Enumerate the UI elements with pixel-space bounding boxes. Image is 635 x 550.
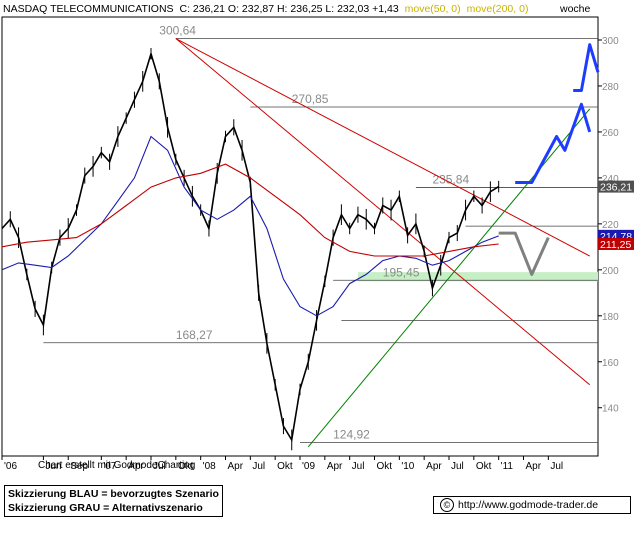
x-tick-label-16: Apr — [426, 461, 442, 472]
x-tick-label-0: '06 — [4, 461, 17, 472]
x-tick-label-3: '07 — [103, 461, 116, 472]
source-url[interactable]: http://www.godmode-trader.de — [458, 499, 599, 511]
x-tick-label-4: Apr — [128, 461, 144, 472]
x-tick-label-18: Okt — [476, 461, 492, 472]
scenario-blau2 — [573, 43, 600, 92]
x-tick-label-7: '08 — [203, 461, 216, 472]
level-label-7: 124,92 — [333, 427, 370, 441]
x-tick-label-15: '10 — [401, 461, 414, 472]
x-tick-label-14: Okt — [377, 461, 393, 472]
series-ma200 — [1, 163, 499, 257]
chart-credit: Chart erstellt mit GodmodeCharting — [38, 460, 196, 471]
x-tick-label-6: Okt — [178, 461, 194, 472]
series-ma50 — [1, 135, 499, 317]
x-tick-label-13: Jul — [352, 461, 365, 472]
trendline-green-2 — [307, 108, 591, 448]
scenario-blau — [515, 102, 592, 184]
x-tick-label-1: Jun — [45, 461, 61, 472]
period-label: woche — [559, 3, 591, 15]
copyright-icon: © — [440, 498, 454, 513]
level-label-6: 168,27 — [176, 328, 213, 342]
x-axis: '06 Jun Sep '07 Apr Jul Okt '08 Apr Jul Okt '09 Apr J… — [1, 456, 563, 472]
y-tick-label-240: 240 — [602, 174, 619, 185]
x-tick-label-12: Apr — [327, 461, 343, 472]
level-label-4: 195,45 — [383, 265, 420, 279]
level-label-0: 300,64 — [159, 24, 196, 38]
y-tick-label-220: 220 — [602, 220, 619, 231]
legend-blue: Skizzierung BLAU = bevorzugtes Szenario — [8, 488, 219, 500]
x-tick-label-21: Jul — [550, 461, 563, 472]
badge-label-price: 236,21 — [600, 182, 632, 194]
badge-ma200 — [598, 237, 634, 250]
scenario-sketches — [498, 43, 600, 276]
x-tick-label-19: '11 — [501, 461, 514, 472]
y-tick-label-260: 260 — [602, 128, 619, 139]
x-tick-label-10: Okt — [277, 461, 293, 472]
y-tick-label-160: 160 — [602, 358, 619, 369]
y-tick-label-280: 280 — [602, 82, 619, 93]
scenario-grau — [498, 231, 550, 276]
ma200-legend: move(200, 0) — [467, 3, 529, 15]
ma50-legend: move(50, 0) — [405, 3, 461, 15]
x-tick-label-5: Jul — [153, 461, 166, 472]
y-tick-label-140: 140 — [602, 404, 619, 415]
ohlc-readout: C: 236,21 O: 232,87 H: 236,25 L: 232,03 … — [179, 3, 398, 15]
x-tick-label-20: Apr — [526, 461, 542, 472]
x-tick-label-17: Jul — [451, 461, 464, 472]
level-label-2: 235,84 — [432, 172, 469, 186]
badge-price — [598, 180, 634, 193]
scenario-legend: Skizzierung BLAU = bevorzugtes Szenario … — [4, 485, 223, 517]
chart-header: NASDAQ TELECOMMUNICATIONS C: 236,21 O: 2… — [3, 3, 528, 15]
y-axis: 140 160 180 200 220 240 260 280 300 — [598, 36, 619, 415]
series-layer — [1, 48, 500, 451]
y-tick-label-180: 180 — [602, 312, 619, 323]
badge-label-ma200: 211,25 — [600, 239, 631, 251]
trendlines — [175, 38, 591, 448]
x-tick-label-11: '09 — [302, 461, 315, 472]
x-tick-label-2: Sep — [70, 461, 88, 472]
x-tick-label-9: Jul — [252, 461, 265, 472]
trendline-red-0 — [175, 38, 590, 257]
legend-grey: Skizzierung GRAU = Alternativszenario — [8, 502, 203, 514]
support-zone — [357, 272, 598, 282]
y-tick-label-300: 300 — [602, 36, 619, 47]
source-link[interactable]: © http://www.godmode-trader.de — [433, 496, 631, 514]
support-zone-band — [357, 272, 598, 282]
y-tick-label-200: 200 — [602, 266, 619, 277]
level-label-1: 270,85 — [292, 92, 329, 106]
instrument-name: NASDAQ TELECOMMUNICATIONS — [3, 3, 174, 15]
x-tick-label-8: Apr — [228, 461, 244, 472]
